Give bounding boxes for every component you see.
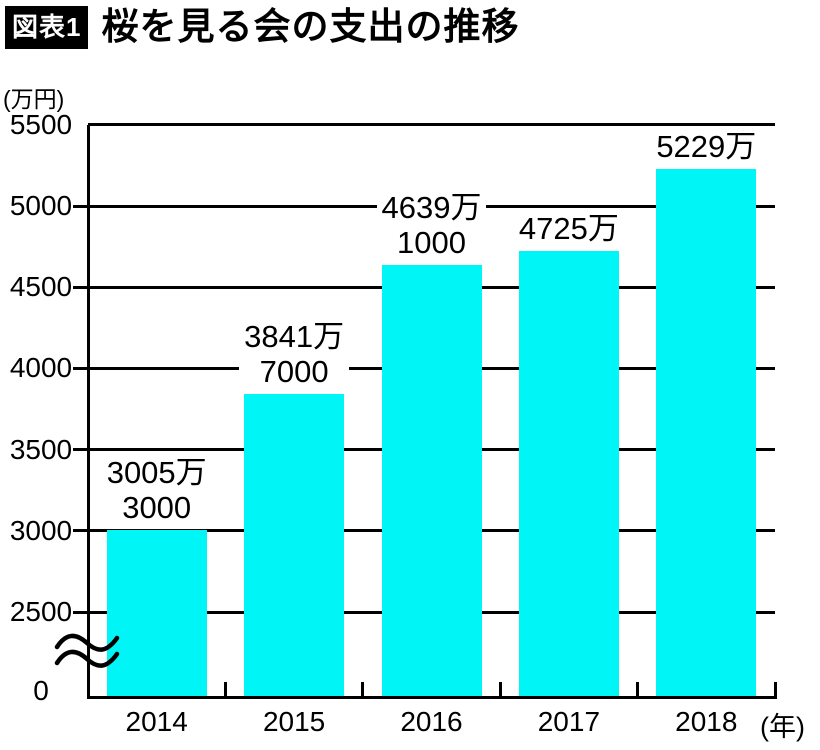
x-tick-4 xyxy=(636,681,640,696)
y-tick-3000 xyxy=(73,529,89,533)
bar-value-label-2016: 4639万 1000 xyxy=(376,189,487,260)
x-axis-unit-label: (年) xyxy=(760,712,805,742)
x-tick-3 xyxy=(498,681,502,696)
x-tick-2 xyxy=(361,681,365,696)
y-tick-label-3000: 3000 xyxy=(9,514,73,546)
y-axis-break-icon xyxy=(54,633,120,668)
y-tick-label-4500: 4500 xyxy=(9,271,73,303)
figure-tag: 図表1 xyxy=(5,6,89,49)
x-tick-label-2017: 2017 xyxy=(537,706,601,737)
y-tick-label-5500: 5500 xyxy=(9,108,73,140)
y-tick-2500 xyxy=(73,610,89,614)
figure-title: 桜を見る会の支出の推移 xyxy=(101,6,520,48)
y-tick-3500 xyxy=(73,448,89,452)
x-tick-label-2014: 2014 xyxy=(125,706,188,737)
x-tick-label-2016: 2016 xyxy=(400,706,463,737)
figure-header: 図表1 桜を見る会の支出の推移 xyxy=(5,6,519,49)
bar-value-label-2017: 4725万 xyxy=(513,210,624,246)
y-tick-label-2500: 2500 xyxy=(9,596,73,627)
x-tick-5 xyxy=(773,681,777,696)
bar-value-label-2018: 5229万 xyxy=(651,128,762,164)
y-axis-unit-label: (万円) xyxy=(3,86,65,112)
y-tick-4500 xyxy=(73,285,89,289)
bar-value-label-2014: 3005万 3000 xyxy=(101,454,212,525)
bar-2016 xyxy=(381,264,482,697)
x-tick-1 xyxy=(223,681,227,696)
y-axis-line xyxy=(86,125,90,697)
bar-2017 xyxy=(518,250,619,697)
y-tick-label-3500: 3500 xyxy=(9,433,73,465)
bar-2014 xyxy=(106,529,207,697)
y-tick-5000 xyxy=(73,204,89,208)
bar-2018 xyxy=(656,168,757,697)
gridline-5500 xyxy=(88,123,775,127)
y-tick-label-4000: 4000 xyxy=(9,352,73,384)
x-tick-label-2018: 2018 xyxy=(675,706,738,737)
y-tick-label-0: 0 xyxy=(33,675,49,706)
y-tick-label-5000: 5000 xyxy=(9,190,73,222)
x-tick-label-2015: 2015 xyxy=(262,706,326,737)
bar-value-label-2015: 3841万 7000 xyxy=(239,319,350,390)
bar-2015 xyxy=(244,394,345,697)
y-tick-4000 xyxy=(73,366,89,370)
x-axis-line xyxy=(86,695,777,699)
